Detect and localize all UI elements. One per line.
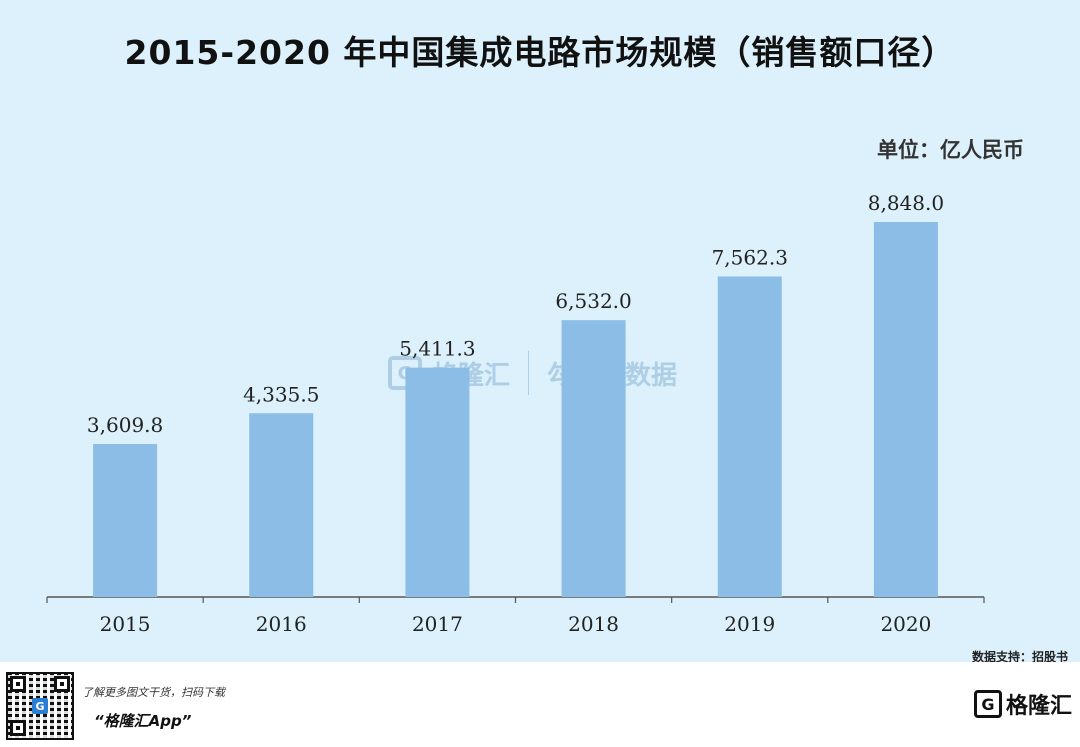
qr-logo-icon: G bbox=[32, 698, 48, 714]
data-source: 数据支持：招股书 bbox=[971, 650, 1068, 664]
bar-chart: 3,609.8 2015 4,335.5 2016 5,411.3 2017 6,532.0… bbox=[46, 191, 985, 636]
watermark-divider bbox=[528, 351, 530, 395]
x-tick-label: 2018 bbox=[568, 612, 619, 636]
qr-code-icon: G bbox=[6, 672, 74, 740]
x-tick-label: 2017 bbox=[412, 612, 463, 636]
bar-2020 bbox=[873, 222, 938, 597]
bar-value-label: 4,335.5 bbox=[243, 382, 319, 406]
x-tick-label: 2019 bbox=[724, 612, 775, 636]
bar-2016 bbox=[249, 413, 314, 597]
footer: G 了解更多图文干货，扫码下载 “格隆汇App” G 格隆汇 bbox=[0, 662, 1080, 747]
bar-2017 bbox=[405, 367, 470, 597]
x-tick-label: 2016 bbox=[256, 612, 307, 636]
brand-name: 格隆汇 bbox=[1005, 694, 1072, 719]
bar-value-label: 5,411.3 bbox=[399, 337, 475, 361]
unit-label: 单位：亿人民币 bbox=[877, 137, 1024, 162]
brand-logo-icon: G bbox=[973, 690, 1002, 718]
bar-value-label: 3,609.8 bbox=[87, 413, 163, 437]
brand-logo: G 格隆汇 bbox=[973, 688, 1072, 720]
bar-2019 bbox=[717, 276, 782, 597]
bar-value-label: 6,532.0 bbox=[555, 289, 631, 313]
chart-title: 2015-2020 年中国集成电路市场规模（销售额口径） bbox=[124, 33, 956, 72]
bar-2018 bbox=[561, 320, 626, 597]
x-tick-label: 2015 bbox=[100, 612, 151, 636]
promo-text: 了解更多图文干货，扫码下载 bbox=[82, 686, 225, 699]
promo-app-name: “格隆汇App” bbox=[94, 712, 192, 730]
x-tick-label: 2020 bbox=[880, 612, 931, 636]
bar-value-label: 8,848.0 bbox=[868, 191, 944, 215]
bar-value-label: 7,562.3 bbox=[712, 245, 788, 269]
bar-2015 bbox=[93, 444, 158, 597]
